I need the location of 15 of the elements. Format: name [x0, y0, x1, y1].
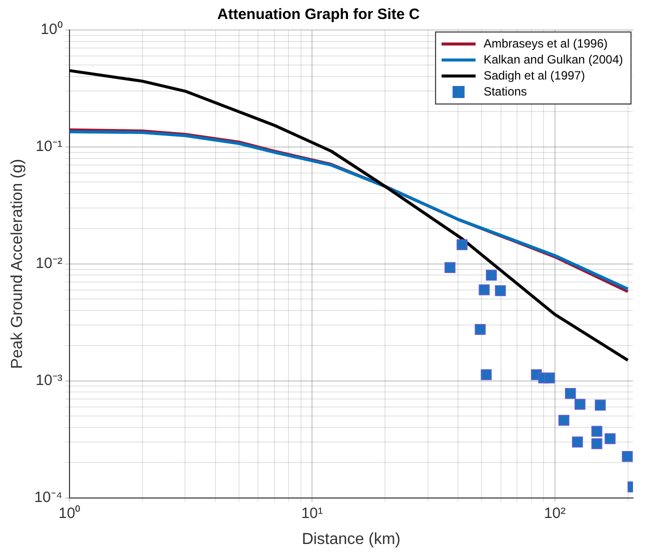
- y-tick-label: 10⁻²: [36, 255, 62, 272]
- x-tick-label: 10⁰: [58, 504, 80, 522]
- legend-label: Kalkan and Gulkan (2004): [484, 52, 624, 66]
- legend-label: Stations: [484, 84, 527, 98]
- y-tick-label: 10⁰: [40, 21, 62, 38]
- x-tick-label: 10¹: [301, 504, 323, 522]
- y-tick-label: 10⁻¹: [36, 138, 62, 156]
- legend-label: Sadigh et al (1997): [484, 68, 585, 82]
- y-tick-label: 10⁻³: [36, 372, 62, 389]
- x-tick-label: 10²: [544, 504, 566, 522]
- y-axis-title: Peak Ground Acceleration (g): [9, 158, 26, 369]
- y-tick-label: 10⁻⁴: [34, 488, 62, 506]
- chart-title: Attenuation Graph for Site C: [217, 6, 420, 24]
- legend-label: Ambraseys et al (1996): [484, 36, 608, 50]
- x-axis-title: Distance (km): [302, 530, 401, 548]
